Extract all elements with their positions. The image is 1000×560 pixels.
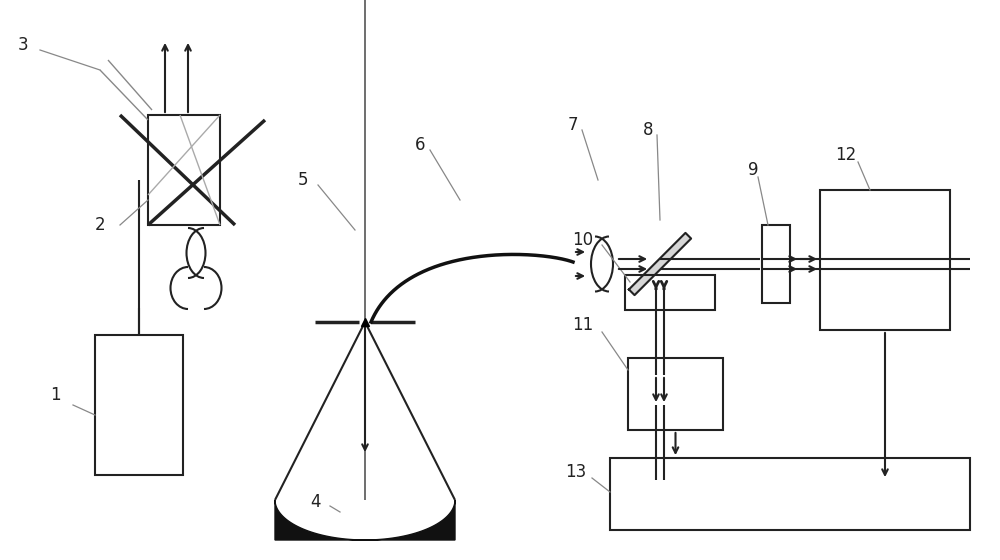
Text: 1: 1 bbox=[50, 386, 61, 404]
Bar bbox=[628, 358, 723, 430]
Text: 8: 8 bbox=[643, 121, 654, 139]
Text: 9: 9 bbox=[748, 161, 759, 179]
Text: 6: 6 bbox=[415, 136, 426, 154]
Text: 10: 10 bbox=[572, 231, 593, 249]
Polygon shape bbox=[629, 233, 691, 295]
Text: 3: 3 bbox=[18, 36, 29, 54]
Text: 4: 4 bbox=[310, 493, 320, 511]
Text: 7: 7 bbox=[568, 116, 578, 134]
Bar bbox=[148, 115, 220, 225]
Bar bbox=[95, 335, 183, 475]
Bar bbox=[820, 190, 950, 330]
Polygon shape bbox=[275, 500, 455, 540]
Bar bbox=[610, 458, 970, 530]
Text: 5: 5 bbox=[298, 171, 308, 189]
Text: 2: 2 bbox=[95, 216, 106, 234]
Bar bbox=[625, 275, 715, 310]
Bar bbox=[762, 225, 790, 303]
Text: 12: 12 bbox=[835, 146, 856, 164]
Text: 13: 13 bbox=[565, 463, 586, 481]
Text: 11: 11 bbox=[572, 316, 593, 334]
